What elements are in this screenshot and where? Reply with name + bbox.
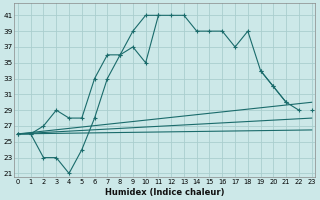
X-axis label: Humidex (Indice chaleur): Humidex (Indice chaleur) bbox=[105, 188, 225, 197]
